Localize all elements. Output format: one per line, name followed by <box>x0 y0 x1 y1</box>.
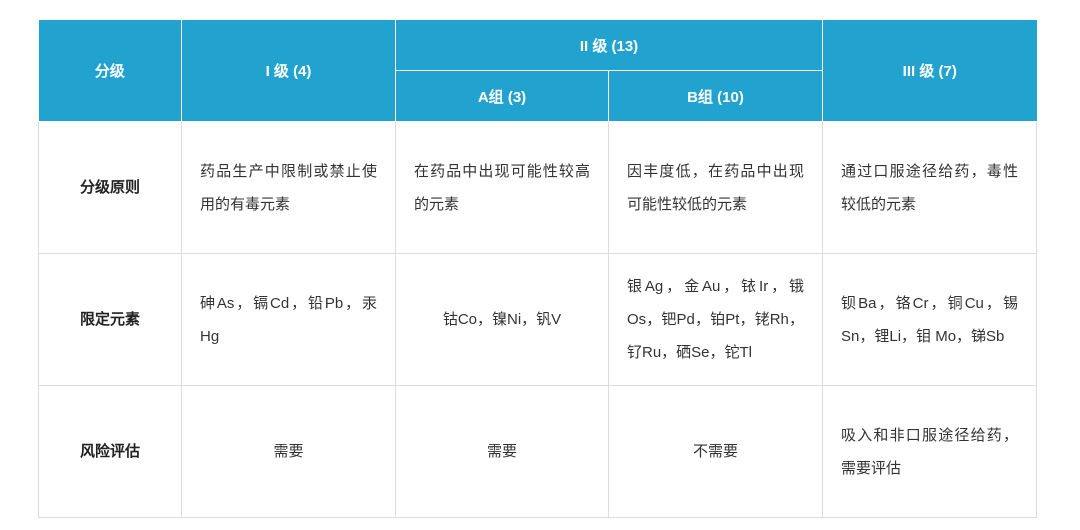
table-row: 分级原则 药品生产中限制或禁止使用的有毒元素 在药品中出现可能性较高的元素 因丰… <box>38 121 1038 254</box>
header-cell: I 级 (4) <box>181 20 396 122</box>
cell: 通过口服途径给药，毒性较低的元素 <box>822 121 1038 254</box>
cell: 因丰度低，在药品中出现可能性较低的元素 <box>607 121 824 254</box>
cell: 药品生产中限制或禁止使用的有毒元素 <box>181 121 396 254</box>
header-cell: A组 (3) <box>395 70 609 122</box>
element-classification-table: 分级 I 级 (4) II 级 (13) III 级 (7) A组 (3) B组… <box>38 20 1038 518</box>
cell: 砷As，镉Cd，铅Pb，汞Hg <box>181 253 396 386</box>
cell: 不需要 <box>607 385 824 518</box>
cell: 需要 <box>181 385 396 518</box>
cell: 需要 <box>395 385 609 518</box>
row-label: 分级原则 <box>38 121 182 254</box>
header-row: A组 (3) B组 (10) <box>39 70 1037 122</box>
table-row: 限定元素 砷As，镉Cd，铅Pb，汞Hg 钴Co，镍Ni，钒V 银Ag，金Au，… <box>38 253 1038 386</box>
cell: 吸入和非口服途径给药，需要评估 <box>822 385 1038 518</box>
header-row: 分级 I 级 (4) II 级 (13) III 级 (7) <box>38 20 1037 122</box>
header-cell: II 级 (13) <box>394 20 824 71</box>
cell: 钡Ba，铬Cr，铜Cu，锡Sn，锂Li，钼 Mo，锑Sb <box>822 253 1038 386</box>
header-cell: 分级 <box>38 20 182 122</box>
row-label: 限定元素 <box>38 253 182 386</box>
table-row: 风险评估 需要 需要 不需要 吸入和非口服途径给药，需要评估 <box>38 385 1038 518</box>
header-cell: B组 (10) <box>607 70 824 122</box>
cell: 钴Co，镍Ni，钒V <box>395 253 609 386</box>
cell: 银Ag，金Au，铱Ir，锇Os，钯Pd，铂Pt，铑Rh，钌Ru，硒Se，铊Tl <box>607 253 824 386</box>
header-cell: III 级 (7) <box>822 20 1037 122</box>
row-label: 风险评估 <box>38 385 182 518</box>
cell: 在药品中出现可能性较高的元素 <box>395 121 609 254</box>
